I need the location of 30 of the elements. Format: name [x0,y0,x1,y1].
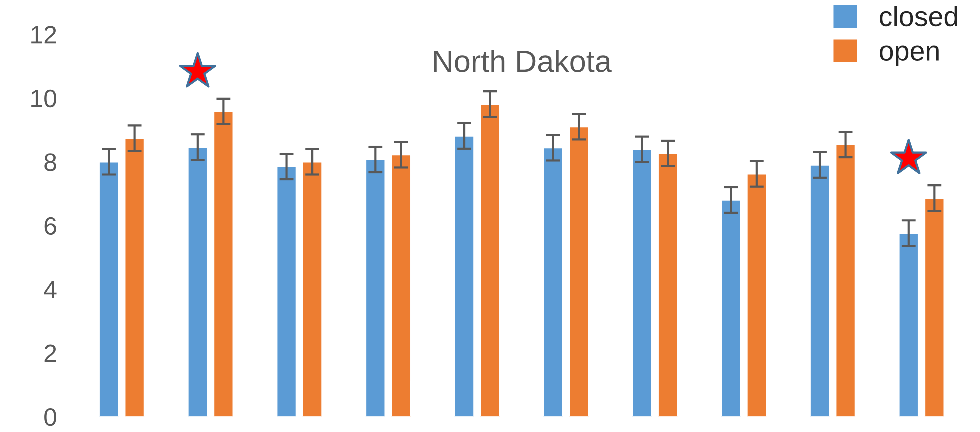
bar [124,138,146,417]
bar [187,146,208,417]
legend-label: closed [880,6,958,27]
bar [276,166,298,417]
bar [98,161,120,417]
bar [810,164,830,417]
y-tick-label: 2 [44,344,56,362]
bar [632,148,653,417]
y-tick-label: 10 [32,90,57,108]
bar [568,126,590,417]
bar [542,147,564,417]
bar [835,144,856,417]
chart-title: North Dakota [434,50,612,72]
bar [720,200,742,417]
bar [898,232,920,417]
legend-label: open [880,46,939,66]
y-tick-label: 0 [44,408,57,426]
y-tick-label: 4 [44,281,57,298]
y-tick-label: 12 [32,26,56,44]
bar [390,154,412,417]
bar [302,161,324,417]
bar [213,110,234,417]
y-tick-label: 8 [44,154,56,172]
bar [746,173,768,417]
bar [658,153,679,417]
y-tick-label: 6 [44,217,56,236]
bar [924,198,946,417]
bar [454,136,475,417]
bar [365,159,386,417]
bar [480,104,501,417]
